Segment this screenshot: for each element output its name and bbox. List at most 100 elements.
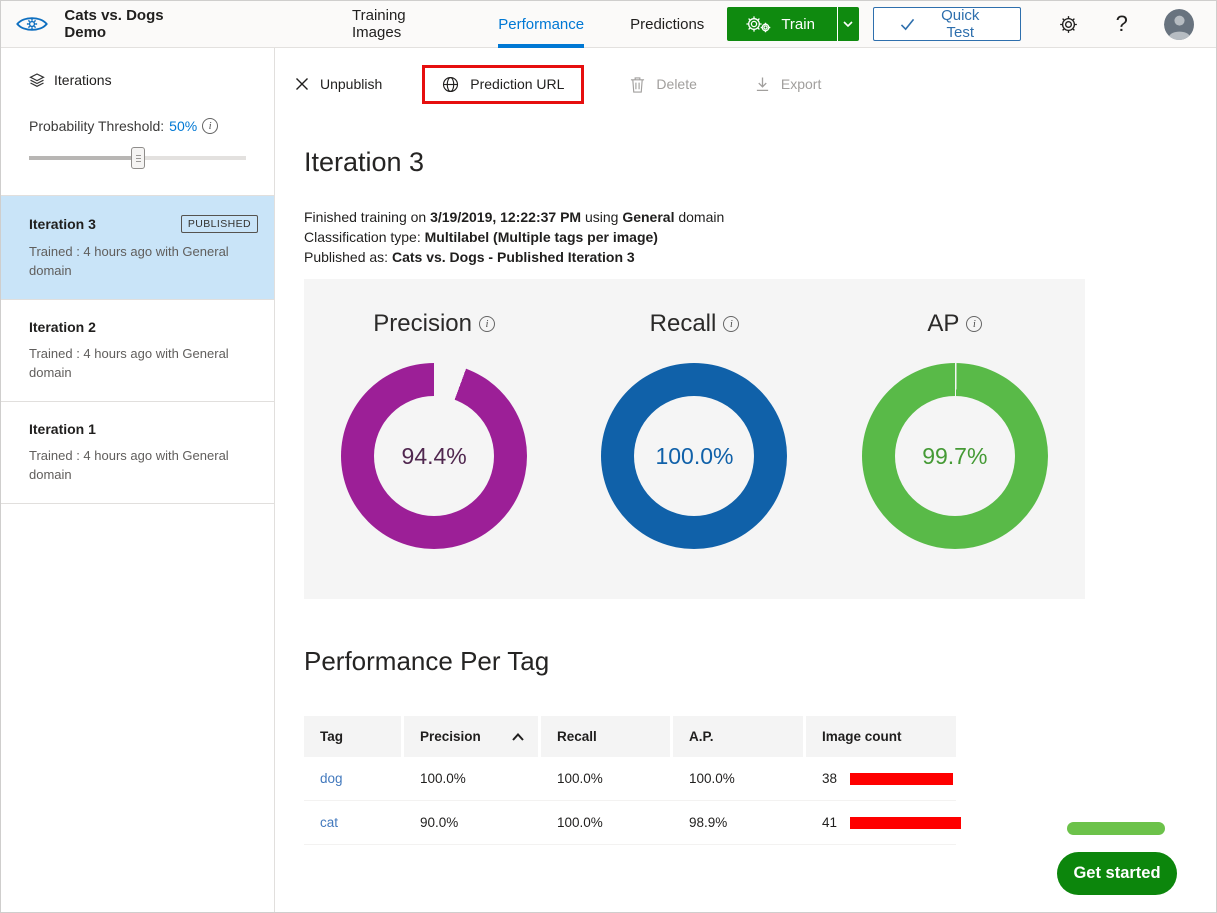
iteration-item-3[interactable]: Iteration 3 PUBLISHED Trained : 4 hours … [1, 195, 274, 299]
iteration-item-2[interactable]: Iteration 2 Trained : 4 hours ago with G… [1, 299, 274, 401]
recall-title: Recall [649, 310, 717, 337]
train-split-button: Train [727, 7, 859, 41]
ap-value: 99.7% [922, 442, 988, 469]
recall-value: 100.0% [655, 442, 734, 469]
image-count-value: 38 [822, 771, 838, 786]
iteration-subtitle: Trained : 4 hours ago with General domai… [29, 244, 229, 278]
sort-ascending-icon [512, 732, 524, 741]
content-shell: Iterations Probability Threshold: 50% It… [1, 48, 1216, 912]
recall-metric: Recall 100.0% [564, 279, 824, 599]
iteration-subtitle: Trained : 4 hours ago with General domai… [29, 448, 229, 482]
classification-type-line: Classification type: Multilabel (Multipl… [304, 229, 658, 245]
iterations-sidebar: Iterations Probability Threshold: 50% It… [1, 48, 275, 912]
export-button[interactable]: Export [755, 76, 821, 92]
per-tag-table: Tag Precision Recall A.P. Image count do… [304, 716, 962, 845]
precision-value: 94.4% [401, 442, 467, 469]
probability-threshold-section: Probability Threshold: 50% [29, 118, 246, 169]
column-header-image-count[interactable]: Image count [806, 716, 956, 757]
topbar-actions: Train Quick Test ? [727, 7, 1194, 41]
help-icon[interactable]: ? [1115, 11, 1128, 36]
column-header-precision[interactable]: Precision [404, 716, 541, 757]
image-count-value: 41 [822, 815, 838, 830]
iteration-subtitle: Trained : 4 hours ago with General domai… [29, 346, 229, 380]
train-gears-icon [745, 15, 771, 33]
custom-vision-logo-icon[interactable] [15, 11, 50, 37]
image-count-cell: 38 [806, 757, 956, 800]
iteration-title: Iteration 1 [29, 421, 96, 437]
column-header-recall[interactable]: Recall [541, 716, 673, 757]
ap-cell: 100.0% [689, 771, 735, 786]
chat-widget-pill [1067, 822, 1165, 835]
chevron-down-icon [843, 21, 853, 27]
performance-per-tag-heading: Performance Per Tag [304, 646, 550, 676]
table-header-row: Tag Precision Recall A.P. Image count [304, 716, 956, 757]
settings-gear-icon[interactable] [1059, 15, 1078, 34]
main-panel: Unpublish Prediction URL [275, 48, 1216, 912]
threshold-value: 50% [169, 118, 198, 134]
layers-icon [29, 72, 45, 88]
tab-predictions[interactable]: Predictions [630, 15, 705, 33]
prediction-url-annotation: Prediction URL [422, 64, 585, 104]
tab-training-images[interactable]: Training Images [352, 7, 406, 41]
train-dropdown-button[interactable] [836, 7, 859, 41]
globe-icon [442, 76, 459, 93]
precision-cell: 100.0% [420, 771, 466, 786]
column-header-ap[interactable]: A.P. [673, 716, 806, 757]
published-badge: PUBLISHED [180, 215, 258, 233]
project-title: Cats vs. Dogs Demo [64, 7, 164, 41]
iteration-details: Finished training on 3/19/2019, 12:22:37… [304, 207, 1216, 267]
ap-title: AP [927, 310, 960, 337]
tag-link[interactable]: cat [320, 815, 339, 830]
column-header-tag[interactable]: Tag [304, 716, 404, 757]
ap-metric: AP 99.7% [825, 279, 1085, 599]
precision-title: Precision [373, 310, 473, 337]
ap-cell: 98.9% [689, 815, 728, 830]
recall-donut-chart: 100.0% [601, 363, 788, 549]
image-count-cell: 41 [806, 801, 962, 844]
user-avatar[interactable] [1163, 8, 1194, 40]
delete-button[interactable]: Delete [630, 76, 697, 93]
info-icon[interactable] [479, 316, 496, 332]
precision-donut-chart: 94.4% [341, 363, 528, 549]
quick-test-button[interactable]: Quick Test [872, 7, 1021, 41]
iterations-header: Iterations [29, 72, 274, 88]
download-icon [755, 76, 770, 92]
table-body: dog 100.0% 100.0% 100.0% 38 cat 90.0% 10… [304, 757, 962, 845]
get-started-button[interactable]: Get started [1057, 852, 1177, 895]
ap-donut-chart: 99.7% [861, 363, 1048, 549]
checkmark-icon [900, 18, 915, 31]
top-bar: Cats vs. Dogs Demo Training Images Perfo… [1, 1, 1216, 48]
precision-metric: Precision 94.4% [304, 279, 564, 599]
iteration-list: Iteration 3 PUBLISHED Trained : 4 hours … [1, 195, 274, 504]
iteration-toolbar: Unpublish Prediction URL [295, 62, 1216, 106]
tag-link[interactable]: dog [320, 771, 343, 786]
table-row-cat: cat 90.0% 100.0% 98.9% 41 [304, 801, 962, 845]
unpublish-button[interactable]: Unpublish [295, 76, 382, 92]
train-button[interactable]: Train [727, 7, 837, 41]
info-icon[interactable] [202, 118, 219, 134]
iteration-title: Iteration 3 [29, 216, 96, 232]
published-as-line: Published as: Cats vs. Dogs - Published … [304, 249, 635, 265]
iteration-heading: Iteration 3 [304, 147, 425, 177]
precision-cell: 90.0% [420, 815, 459, 830]
prediction-url-button[interactable]: Prediction URL [442, 76, 564, 93]
recall-cell: 100.0% [557, 771, 603, 786]
tab-performance[interactable]: Performance [475, 1, 607, 48]
iteration-item-1[interactable]: Iteration 1 Trained : 4 hours ago with G… [1, 401, 274, 504]
slider-handle[interactable] [130, 147, 145, 169]
threshold-label: Probability Threshold: [29, 118, 165, 134]
table-row-dog: dog 100.0% 100.0% 100.0% 38 [304, 757, 956, 801]
threshold-slider[interactable] [29, 147, 246, 169]
train-label: Train [781, 15, 815, 33]
info-icon[interactable] [966, 316, 983, 332]
main-tabs: Training Images Performance Predictions [329, 1, 727, 48]
metrics-panel: Precision 94.4% Recall 100.0% AP 99.7% [304, 279, 1085, 599]
iterations-label: Iterations [54, 72, 112, 88]
training-finished-line: Finished training on 3/19/2019, 12:22:37… [304, 209, 725, 225]
close-x-icon [295, 77, 309, 91]
image-count-bar [850, 772, 954, 785]
info-icon[interactable] [723, 316, 740, 332]
trash-icon [630, 76, 645, 93]
recall-cell: 100.0% [557, 815, 603, 830]
